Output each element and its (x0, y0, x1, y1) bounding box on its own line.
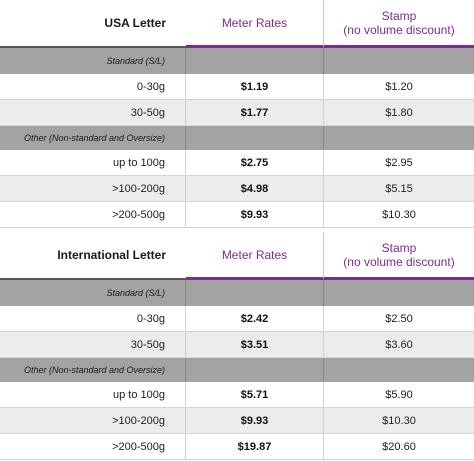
meter-cell: $2.75 (186, 150, 324, 175)
meter-cell: $9.93 (186, 202, 324, 227)
table-title: International Letter (0, 232, 186, 280)
weight-cell: 0-30g (0, 306, 186, 331)
weight-cell: >100-200g (0, 408, 186, 433)
stamp-cell: $5.15 (324, 176, 474, 201)
stamp-cell: $20.60 (324, 434, 474, 459)
section-label: Standard (S/L) (0, 48, 186, 74)
section-spacer (324, 48, 474, 74)
meter-rates-label: Meter Rates (221, 15, 288, 30)
meter-rates-header: Meter Rates (186, 232, 324, 280)
table-row: >100-200g $9.93 $10.30 (0, 408, 474, 434)
weight-cell: 30-50g (0, 332, 186, 357)
weight-cell: up to 100g (0, 150, 186, 175)
meter-cell: $2.42 (186, 306, 324, 331)
meter-cell: $1.77 (186, 100, 324, 125)
section-spacer (186, 48, 324, 74)
section-label: Other (Non-standard and Oversize) (0, 358, 186, 382)
meter-cell: $19.87 (186, 434, 324, 459)
weight-cell: >100-200g (0, 176, 186, 201)
meter-cell: $5.71 (186, 382, 324, 407)
section-spacer (186, 358, 324, 382)
table-row: 30-50g $1.77 $1.80 (0, 100, 474, 126)
weight-cell: 0-30g (0, 74, 186, 99)
section-spacer (186, 280, 324, 306)
meter-cell: $1.19 (186, 74, 324, 99)
table-row: 0-30g $1.19 $1.20 (0, 74, 474, 100)
table-row: >200-500g $9.93 $10.30 (0, 202, 474, 228)
weight-cell: 30-50g (0, 100, 186, 125)
meter-cell: $9.93 (186, 408, 324, 433)
meter-cell: $4.98 (186, 176, 324, 201)
meter-rates-label: Meter Rates (221, 247, 288, 262)
section-row-other: Other (Non-standard and Oversize) (0, 358, 474, 382)
stamp-cell: $2.50 (324, 306, 474, 331)
meter-rates-header: Meter Rates (186, 0, 324, 48)
stamp-cell: $10.30 (324, 202, 474, 227)
stamp-cell: $1.80 (324, 100, 474, 125)
section-label: Other (Non-standard and Oversize) (0, 126, 186, 150)
weight-cell: >200-500g (0, 434, 186, 459)
table-row: 30-50g $3.51 $3.60 (0, 332, 474, 358)
section-spacer (324, 126, 474, 150)
section-row-standard: Standard (S/L) (0, 48, 474, 74)
stamp-label: Stamp (381, 8, 417, 23)
stamp-cell: $3.60 (324, 332, 474, 357)
stamp-sublabel: (no volume discount) (343, 254, 455, 269)
stamp-sublabel: (no volume discount) (343, 22, 455, 37)
section-spacer (186, 126, 324, 150)
section-row-other: Other (Non-standard and Oversize) (0, 126, 474, 150)
table-row: 0-30g $2.42 $2.50 (0, 306, 474, 332)
stamp-header: Stamp (no volume discount) (324, 232, 474, 280)
meter-cell: $3.51 (186, 332, 324, 357)
stamp-cell: $1.20 (324, 74, 474, 99)
table-row: >100-200g $4.98 $5.15 (0, 176, 474, 202)
section-spacer (324, 358, 474, 382)
stamp-header: Stamp (no volume discount) (324, 0, 474, 48)
table-row: >200-500g $19.87 $20.60 (0, 434, 474, 460)
table-title: USA Letter (0, 0, 186, 48)
stamp-label: Stamp (381, 240, 417, 255)
section-spacer (324, 280, 474, 306)
weight-cell: >200-500g (0, 202, 186, 227)
section-label: Standard (S/L) (0, 280, 186, 306)
table-row: up to 100g $2.75 $2.95 (0, 150, 474, 176)
stamp-cell: $2.95 (324, 150, 474, 175)
table-row: up to 100g $5.71 $5.90 (0, 382, 474, 408)
table-header: USA Letter Meter Rates Stamp (no volume … (0, 0, 474, 48)
stamp-cell: $10.30 (324, 408, 474, 433)
table-header: International Letter Meter Rates Stamp (… (0, 232, 474, 280)
stamp-cell: $5.90 (324, 382, 474, 407)
section-row-standard: Standard (S/L) (0, 280, 474, 306)
weight-cell: up to 100g (0, 382, 186, 407)
